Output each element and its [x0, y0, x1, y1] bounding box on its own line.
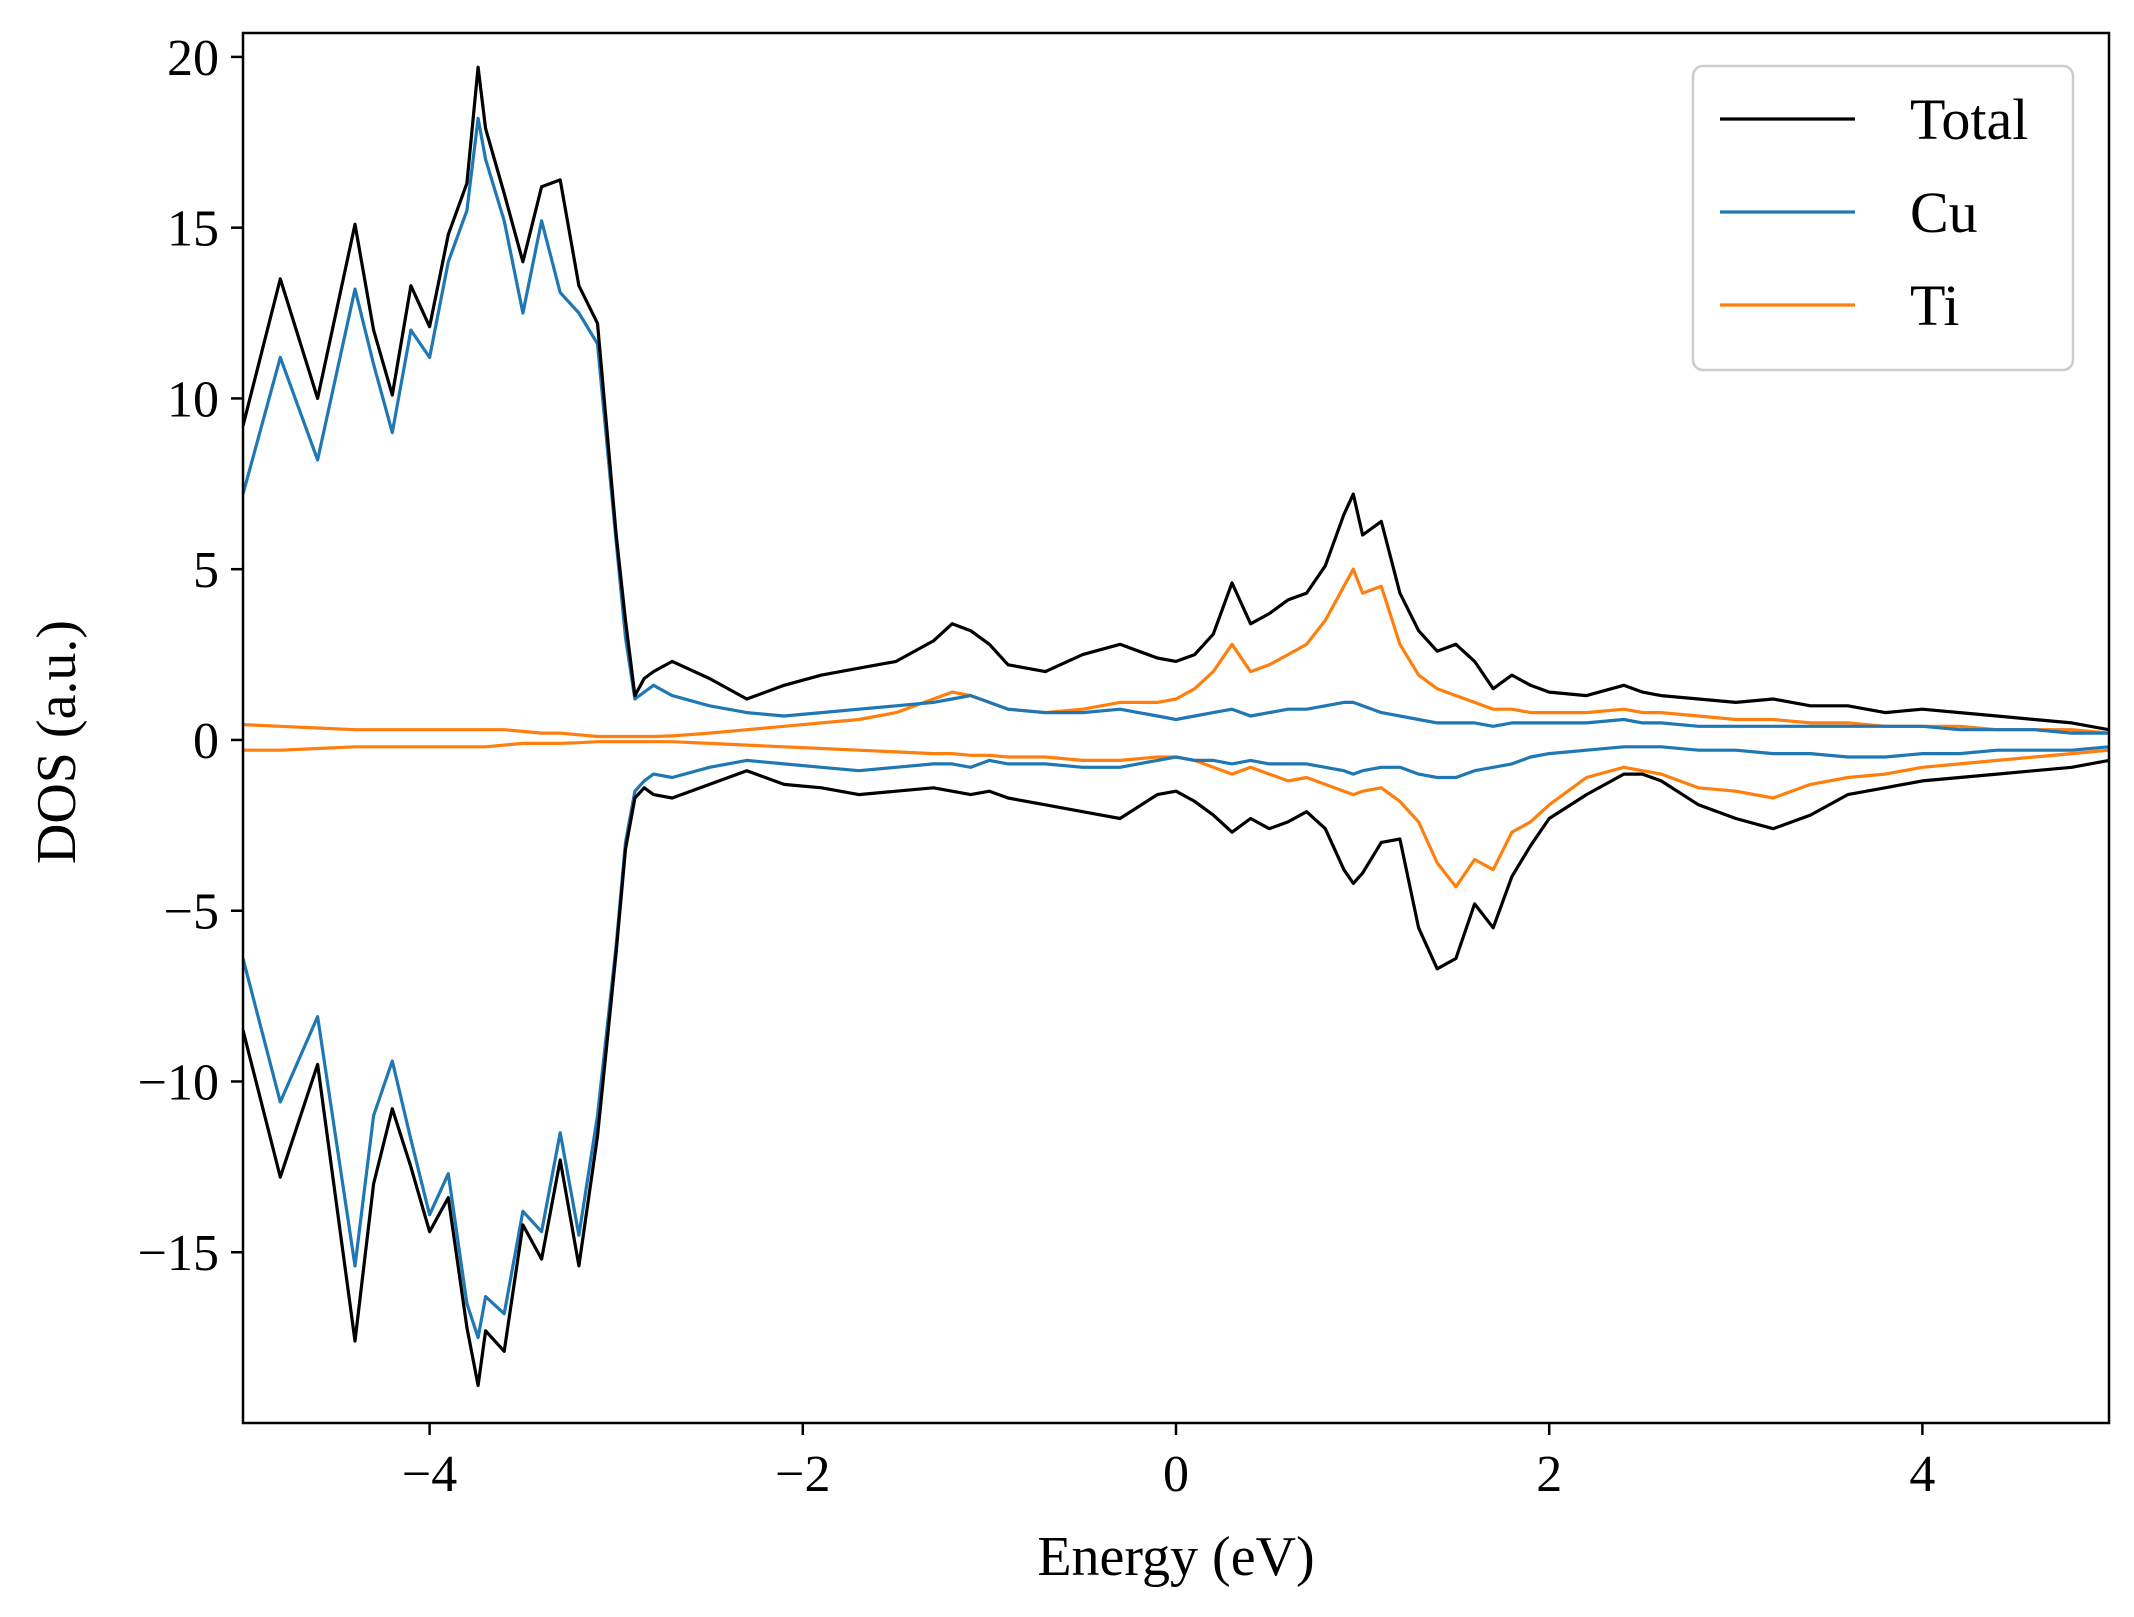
y-tick-label: 0 [193, 713, 219, 770]
y-tick-label: 5 [193, 542, 219, 599]
x-tick-label: 0 [1163, 1446, 1189, 1503]
series-line-cu-down [243, 745, 2109, 1340]
legend-label-ti: Ti [1910, 273, 1960, 338]
legend-box [1691, 64, 2075, 372]
x-axis-ticks: −4 −2 0 2 4 [402, 1423, 1935, 1503]
series-line-total-down [243, 758, 2109, 1387]
y-tick-label: −10 [138, 1054, 219, 1111]
series-line-ti-down [243, 740, 2109, 889]
legend: Total Cu Ti [1691, 64, 2075, 372]
series-line-total-up [243, 65, 2109, 732]
y-tick-label: 15 [167, 201, 219, 258]
x-tick-label: 4 [1909, 1446, 1935, 1503]
series-line-cu-up [243, 116, 2109, 735]
y-tick-label: 10 [167, 371, 219, 428]
legend-label-cu: Cu [1910, 180, 1978, 245]
y-tick-label: −15 [138, 1225, 219, 1282]
series-line-ti-up [243, 567, 2109, 739]
x-tick-label: −2 [775, 1446, 830, 1503]
legend-label-total: Total [1910, 87, 2028, 152]
x-tick-label: −4 [402, 1446, 457, 1503]
y-axis-label: DOS (a.u.) [26, 620, 88, 864]
y-tick-label: 20 [167, 30, 219, 87]
x-tick-label: 2 [1536, 1446, 1562, 1503]
series-layer [243, 65, 2109, 1387]
y-tick-label: −5 [164, 884, 219, 941]
x-axis-label: Energy (eV) [1037, 1526, 1314, 1588]
y-axis-ticks: −15 −10 −5 0 5 10 15 20 [138, 30, 243, 1282]
